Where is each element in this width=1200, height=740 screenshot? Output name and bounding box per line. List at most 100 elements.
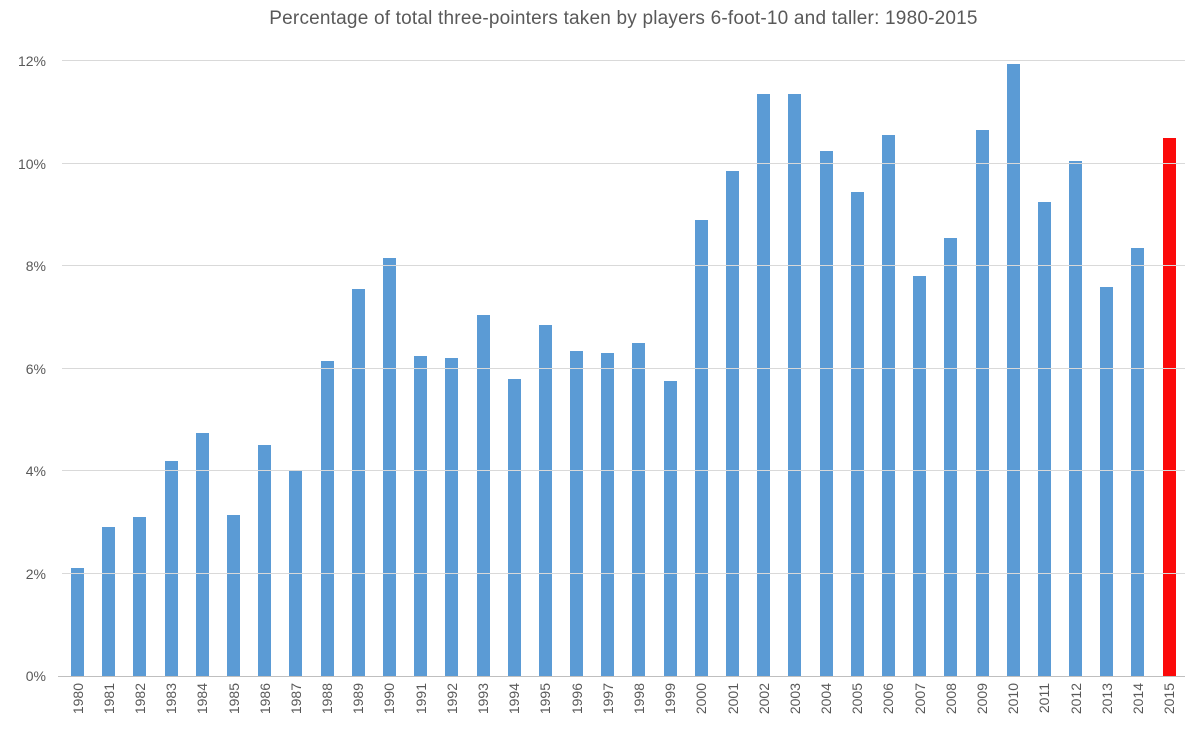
y-axis-tick-label: 0% [25,668,46,684]
bar [476,314,490,676]
x-axis-tick-label: 2004 [818,683,835,715]
bar-slot [343,61,374,676]
x-axis-tick-label: 2000 [693,683,710,715]
x-axis-tick-label: 1997 [599,683,616,715]
x-axis: 1980 1981 1982 1983 1984 1985 1986 1987 1988 1989… [62,683,1185,735]
bar-slot [156,61,187,676]
bar-slot [93,61,124,676]
gridline [62,470,1185,471]
y-axis-tick-label: 2% [25,565,46,582]
bar [1131,248,1145,676]
bar [881,135,895,676]
x-label-slot: 1990 [374,683,405,735]
bar-slot [374,61,405,676]
bar [788,94,802,676]
x-label-slot: 2002 [748,683,779,735]
x-axis-tick-label: 1981 [100,683,117,715]
bar-slot [187,61,218,676]
bar [289,471,303,676]
bar [601,353,615,676]
bar [975,130,989,676]
y-axis: 0% 2% 4% 6% 8% 10% 12% [0,54,52,683]
x-label-slot: 1983 [156,683,187,735]
gridline [62,367,1185,369]
bar-slot [1154,61,1185,676]
bar [320,360,334,676]
bar [102,527,116,676]
bar-slot [467,61,498,676]
x-axis-tick-label: 1992 [443,683,460,715]
bar-slot [904,61,935,676]
bar [507,378,521,676]
x-axis-tick-label: 2001 [724,683,741,715]
x-axis-tick-label: 1996 [568,683,585,715]
bar [757,94,771,676]
bar [382,258,396,676]
bar-slot [935,61,966,676]
gridline [62,162,1185,164]
bar-slot [623,61,654,676]
x-axis-tick-label: 1983 [163,683,180,715]
x-axis-tick-label: 2010 [1005,683,1022,715]
bar [164,460,178,676]
bar [133,517,147,676]
bar-slot [1060,61,1091,676]
x-label-slot: 2004 [811,683,842,735]
bar-series [62,61,1185,676]
x-axis-tick-label: 1982 [131,683,148,715]
y-axis-tick-label: 8% [25,258,46,274]
bar-slot [405,61,436,676]
x-label-slot: 1989 [343,683,374,735]
x-axis-tick-label: 1987 [287,683,304,715]
bar [195,432,209,676]
x-axis-tick-label: 2012 [1067,683,1084,715]
x-label-slot: 1982 [124,683,155,735]
x-axis-tick-label: 1994 [506,683,523,715]
x-axis-tick-label: 2008 [942,683,959,715]
bar-slot [717,61,748,676]
x-label-slot: 2011 [1029,683,1060,735]
bar-slot [436,61,467,676]
x-axis-tick-label: 2015 [1161,683,1178,715]
bar [351,289,365,676]
y-axis-tick-label: 12% [17,53,46,69]
bar [1006,63,1020,676]
x-label-slot: 1999 [655,683,686,735]
bar-highlighted [1162,137,1176,676]
bar-slot [873,61,904,676]
x-label-slot: 2003 [779,683,810,735]
bar-slot [280,61,311,676]
x-label-slot: 2007 [904,683,935,735]
x-axis-tick-label: 2002 [755,683,772,715]
bar-slot [249,61,280,676]
bar [850,191,864,676]
x-axis-tick-label: 2014 [1129,683,1146,715]
x-label-slot: 2014 [1122,683,1153,735]
x-label-slot: 1987 [280,683,311,735]
x-axis-tick-label: 2009 [974,683,991,715]
x-axis-tick-label: 1991 [412,683,429,715]
x-axis-tick-label: 1980 [69,683,86,715]
x-label-slot: 1980 [62,683,93,735]
bar-slot [1122,61,1153,676]
y-axis-tick-label: 6% [25,360,46,377]
x-label-slot: 2005 [842,683,873,735]
bar-slot [561,61,592,676]
x-label-slot: 1986 [249,683,280,735]
bar [71,568,85,676]
x-axis-tick-label: 2006 [880,683,897,715]
x-axis-tick-label: 1986 [256,683,273,715]
x-label-slot: 2009 [966,683,997,735]
bar-slot [748,61,779,676]
bar-slot [998,61,1029,676]
x-axis-tick-label: 2007 [911,683,928,715]
bar-slot [1091,61,1122,676]
bar [944,237,958,676]
x-axis-tick-label: 2013 [1098,683,1115,715]
x-axis-tick-label: 2011 [1036,683,1053,714]
bar [1069,160,1083,676]
bar [694,219,708,676]
bar-slot [530,61,561,676]
x-label-slot: 1996 [561,683,592,735]
